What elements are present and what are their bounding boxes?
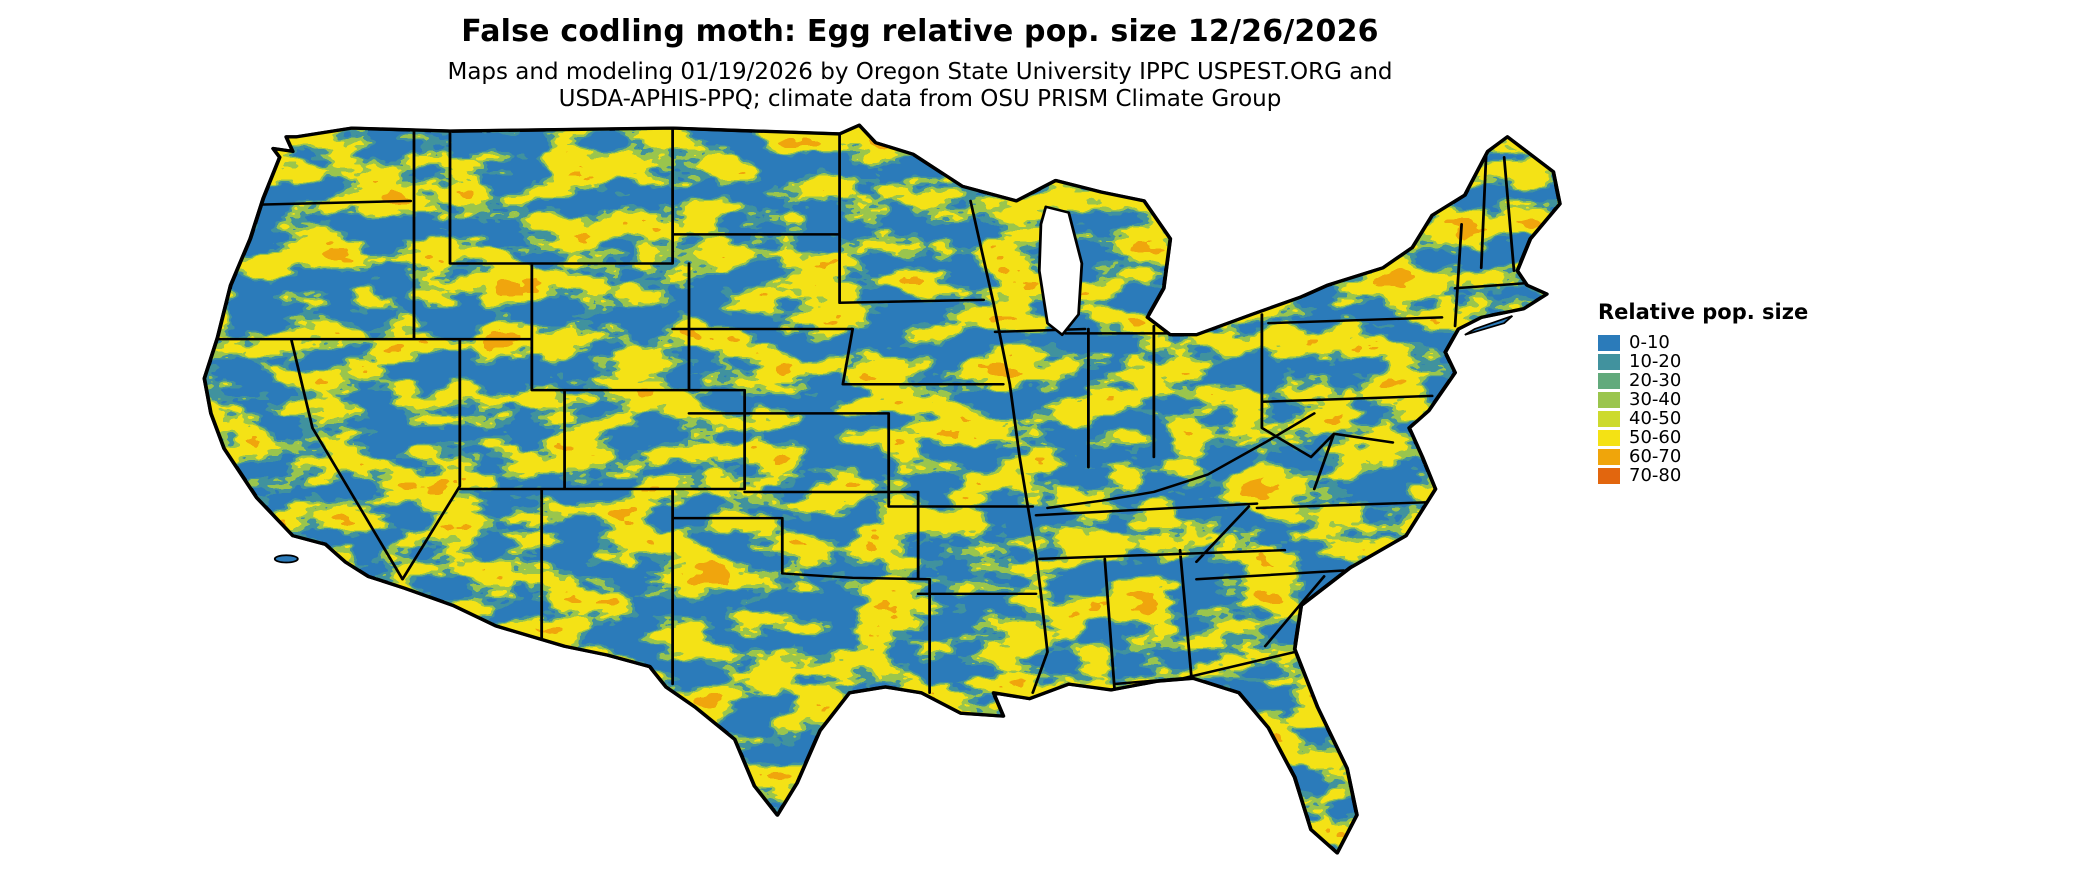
legend-title: Relative pop. size (1598, 300, 1809, 324)
legend-swatch-20-30 (1598, 373, 1620, 389)
page-title: False codling moth: Egg relative pop. si… (461, 14, 1379, 49)
legend-item: 30-40 (1598, 389, 1808, 410)
legend-swatch-40-50 (1598, 411, 1620, 427)
legend-label: 60-70 (1629, 446, 1682, 467)
us-map (202, 123, 1562, 855)
legend-label: 40-50 (1629, 408, 1682, 429)
subtitle-line-2: USDA-APHIS-PPQ; climate data from OSU PR… (558, 86, 1282, 112)
legend-swatch-10-20 (1598, 354, 1620, 370)
long-island (1464, 315, 1514, 336)
subtitle-line-1: Maps and modeling 01/19/2026 by Oregon S… (447, 59, 1393, 85)
channel-islands (273, 554, 299, 564)
map-subtitle: Maps and modeling 01/19/2026 by Oregon S… (0, 59, 1840, 113)
legend-label: 70-80 (1629, 465, 1682, 486)
legend-item: 70-80 (1598, 465, 1808, 486)
hotspot-speckle-layers (204, 125, 1560, 853)
legend-label: 50-60 (1629, 427, 1682, 448)
legend-item: 0-10 (1598, 332, 1808, 353)
legend-item: 40-50 (1598, 408, 1808, 429)
lake-michigan (1037, 205, 1084, 337)
legend-swatch-30-40 (1598, 392, 1620, 408)
legend-swatch-60-70 (1598, 449, 1620, 465)
legend-item: 50-60 (1598, 427, 1808, 448)
speckle-layer-orange (204, 125, 1560, 853)
legend: Relative pop. size 0-10 10-20 20-30 30-4… (1598, 300, 1808, 487)
legend-item: 60-70 (1598, 446, 1808, 467)
legend-label: 0-10 (1629, 332, 1670, 353)
legend-item: 10-20 (1598, 351, 1808, 372)
legend-swatch-0-10 (1598, 335, 1620, 351)
legend-swatch-50-60 (1598, 430, 1620, 446)
legend-label: 10-20 (1629, 351, 1682, 372)
legend-swatch-70-80 (1598, 468, 1620, 484)
legend-label: 30-40 (1629, 389, 1682, 410)
legend-item: 20-30 (1598, 370, 1808, 391)
legend-label: 20-30 (1629, 370, 1682, 391)
